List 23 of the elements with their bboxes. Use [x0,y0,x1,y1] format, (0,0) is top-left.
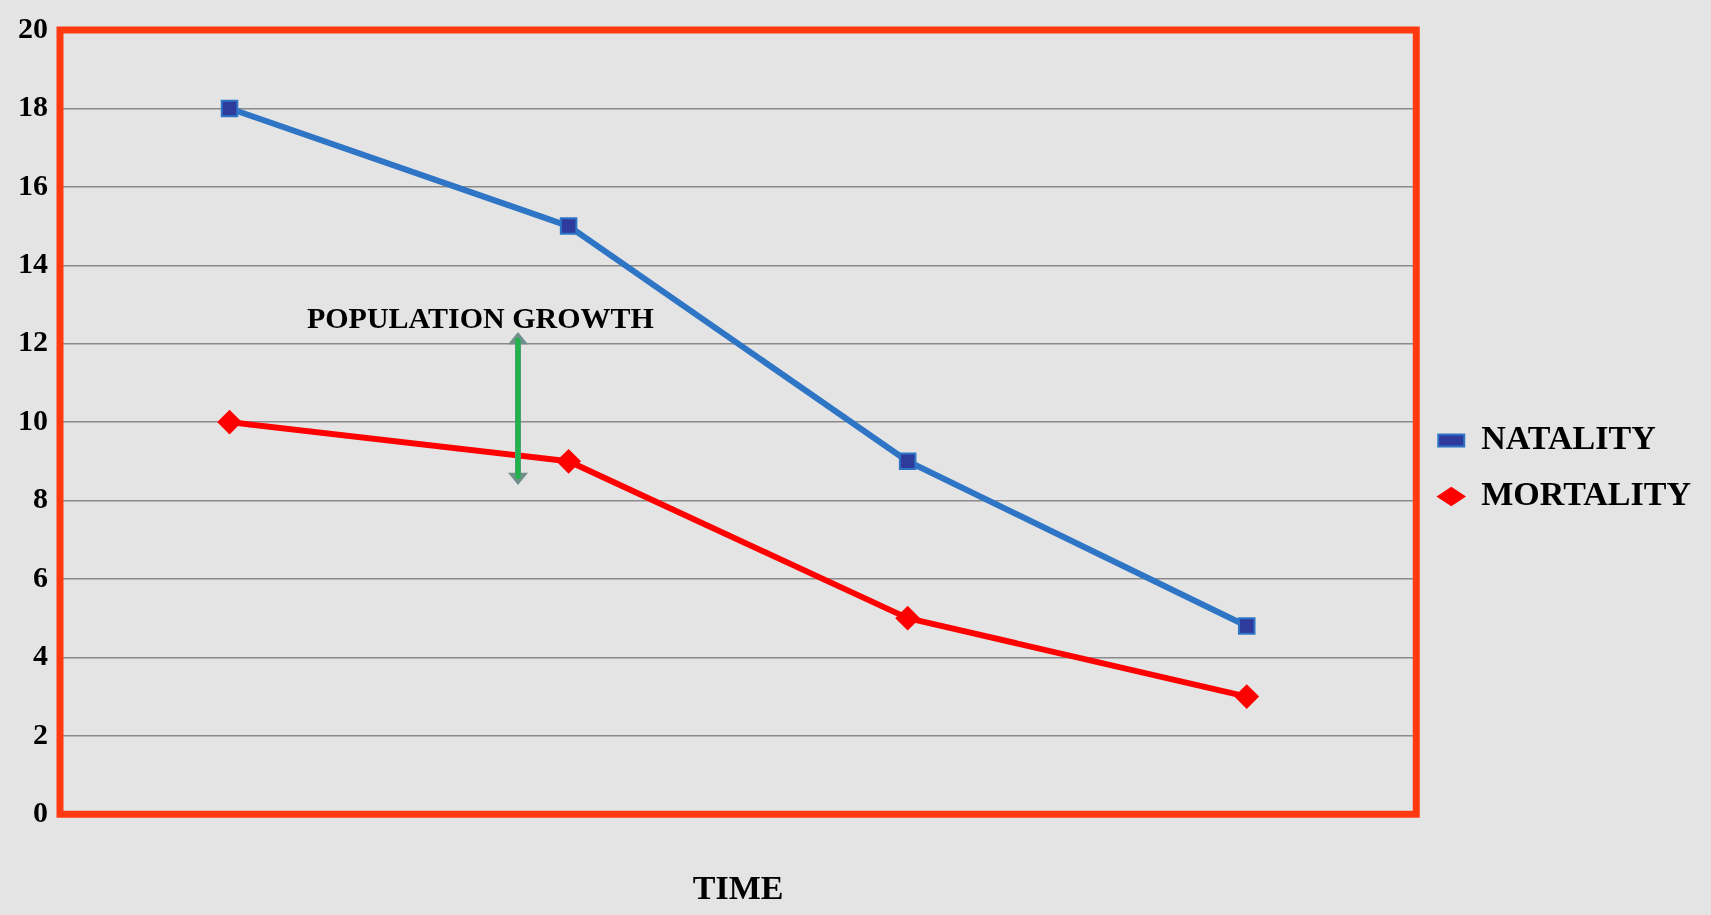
y-tick-label: 12 [18,324,48,358]
y-tick-label: 14 [18,246,48,280]
legend-label: MORTALITY [1481,475,1692,513]
y-tick-label: 16 [18,167,48,201]
y-tick-label: 6 [33,559,48,593]
y-tick-label: 4 [33,638,48,672]
point [1234,684,1259,709]
point [217,410,242,435]
y-tick-label: 18 [18,89,48,123]
y-tick-label: 20 [18,10,48,44]
point [559,217,578,235]
legend-label: NATALITY [1481,419,1656,457]
y-tick-label: 8 [33,481,48,515]
y-tick-label: 10 [18,402,48,436]
point [895,606,920,631]
annotation: POPULATION GROWTH [306,300,654,334]
x-axis-title: TIME [692,869,784,907]
y-tick-label: 2 [33,716,48,750]
point [1237,617,1256,635]
point [220,99,239,118]
point [556,449,581,474]
y-tick-label: 0 [33,794,48,828]
point [898,452,917,471]
